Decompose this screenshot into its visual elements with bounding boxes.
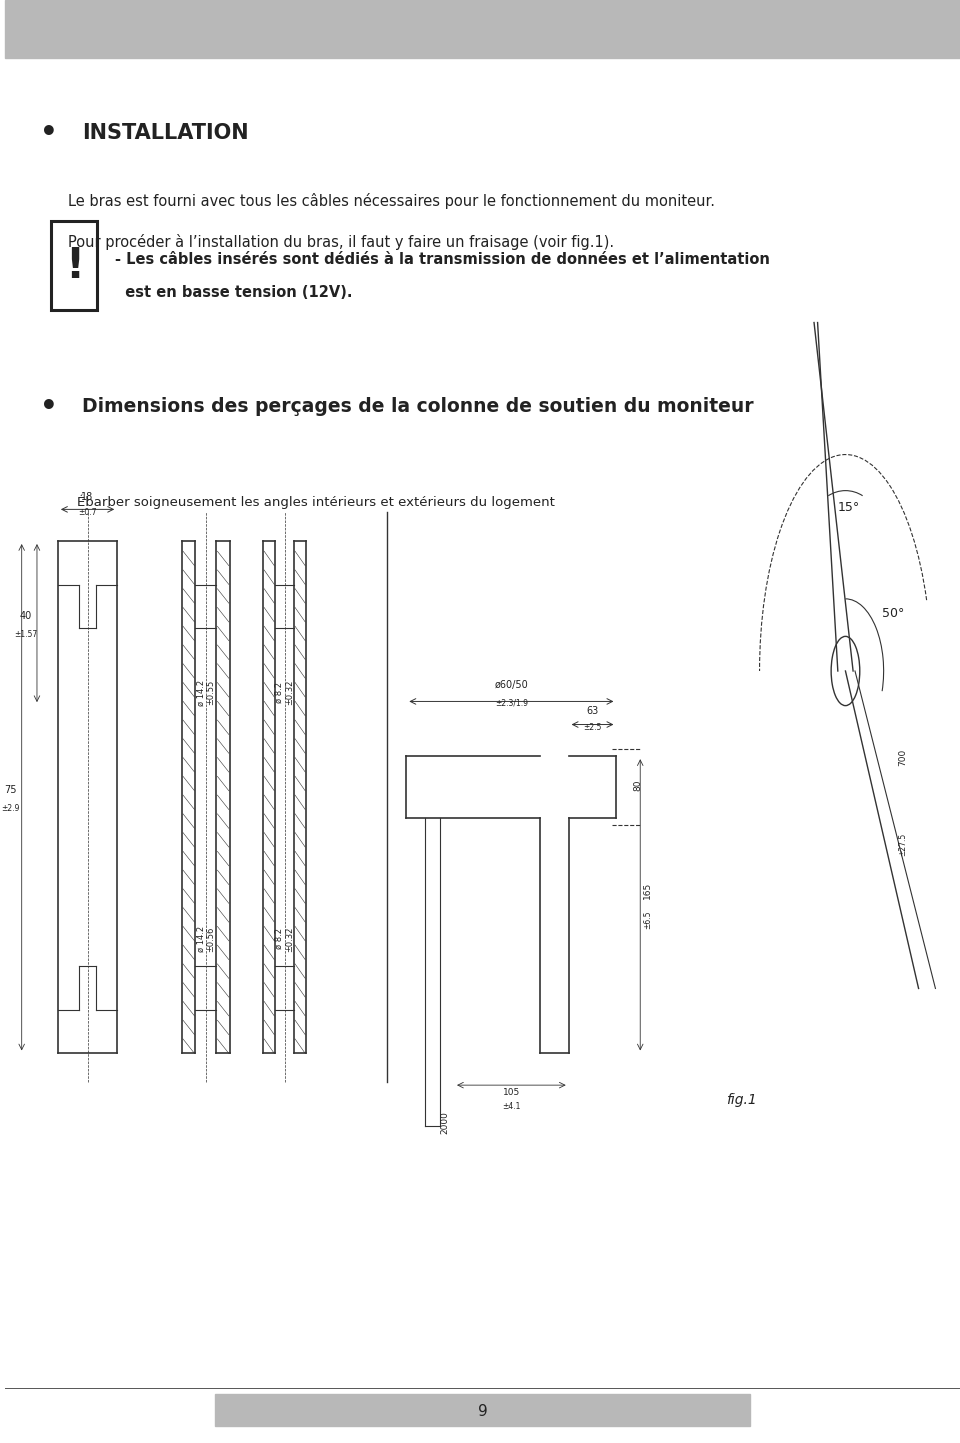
Text: 9: 9 [478, 1404, 488, 1418]
Text: ø 8.2
±0.32: ø 8.2 ±0.32 [275, 680, 295, 706]
Text: - Les câbles insérés sont dédiés à la transmission de données et l’alimentation: - Les câbles insérés sont dédiés à la tr… [115, 253, 770, 267]
Text: est en basse tension (12V).: est en basse tension (12V). [115, 286, 352, 300]
Text: ±27.5: ±27.5 [898, 833, 907, 856]
Text: Ébarber soigneusement les angles intérieurs et extérieurs du logement: Ébarber soigneusement les angles intérie… [77, 495, 555, 509]
Text: Le bras est fourni avec tous les câbles nécessaires pour le fonctionnement du mo: Le bras est fourni avec tous les câbles … [67, 193, 714, 209]
Text: 165: 165 [643, 882, 652, 899]
Text: •: • [39, 118, 58, 147]
Text: 80: 80 [634, 779, 642, 791]
Text: ø 8.2
±0.32: ø 8.2 ±0.32 [275, 926, 295, 951]
Text: 2000: 2000 [440, 1111, 449, 1134]
Text: Dimensions des perçages de la colonne de soutien du moniteur: Dimensions des perçages de la colonne de… [82, 397, 754, 417]
Text: ø60/50: ø60/50 [494, 680, 528, 690]
Text: •: • [39, 392, 58, 421]
Text: ±0.7: ±0.7 [79, 508, 97, 517]
Text: 75: 75 [4, 785, 16, 795]
Text: INSTALLATION: INSTALLATION [82, 123, 249, 143]
Text: ±2.9: ±2.9 [1, 804, 19, 814]
Text: ±6.5: ±6.5 [643, 911, 652, 928]
Text: 63: 63 [587, 706, 599, 716]
Text: 15°: 15° [838, 501, 860, 515]
Text: fig.1: fig.1 [726, 1092, 756, 1107]
Text: 40: 40 [19, 610, 32, 620]
Text: 18: 18 [82, 492, 94, 502]
Bar [215, 1394, 750, 1426]
Text: ±1.57: ±1.57 [13, 631, 37, 639]
Text: ø 14.2
±0.55: ø 14.2 ±0.55 [196, 680, 216, 706]
Text: ±2.5: ±2.5 [584, 723, 602, 732]
Text: Pour procéder à l’installation du bras, il faut y faire un fraisage (voir fig.1): Pour procéder à l’installation du bras, … [67, 234, 613, 250]
Text: ±2.3/1.9: ±2.3/1.9 [494, 698, 528, 707]
Text: ±4.1: ±4.1 [502, 1102, 520, 1111]
Text: !: ! [64, 244, 84, 287]
Text: 700: 700 [898, 749, 907, 766]
Bar [51, 221, 97, 310]
Text: ø 14.2
±0.56: ø 14.2 ±0.56 [196, 926, 216, 952]
Bar [6, 0, 960, 58]
Text: 105: 105 [503, 1088, 520, 1097]
Text: 50°: 50° [881, 606, 904, 620]
